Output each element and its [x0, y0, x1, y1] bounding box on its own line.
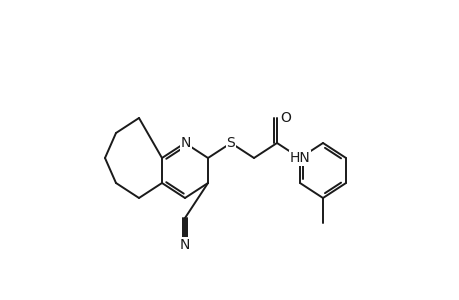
Text: O: O	[280, 111, 291, 125]
Text: S: S	[226, 136, 235, 150]
Text: N: N	[179, 238, 190, 252]
Text: N: N	[180, 136, 191, 150]
Text: HN: HN	[289, 151, 310, 165]
